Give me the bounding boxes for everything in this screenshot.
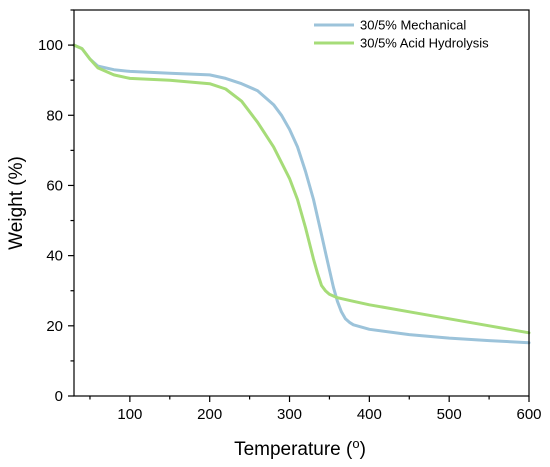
legend: 30/5% Mechanical 30/5% Acid Hydrolysis xyxy=(314,18,489,51)
axis-ticks: 100 200 300 400 500 600 0 20 40 60 80 100 xyxy=(38,9,542,423)
plot-area xyxy=(72,43,531,345)
y-tick-label: 0 xyxy=(55,388,63,405)
legend-label-0: 30/5% Mechanical xyxy=(360,18,466,33)
y-tick-label: 80 xyxy=(46,107,63,124)
x-tick-label: 300 xyxy=(277,406,302,423)
plot-frame xyxy=(73,9,530,397)
x-tick-label: 100 xyxy=(117,406,142,423)
y-tick-label: 60 xyxy=(46,177,63,194)
legend-label-1: 30/5% Acid Hydrolysis xyxy=(360,36,489,51)
x-tick-label: 200 xyxy=(197,406,222,423)
x-axis-title: Temperature (o) xyxy=(234,436,366,461)
y-axis-title: Weight (%) xyxy=(6,156,27,250)
x-tick-label: 600 xyxy=(516,406,541,423)
x-tick-label: 400 xyxy=(357,406,382,423)
series-line-1 xyxy=(72,43,531,335)
x-tick-label: 500 xyxy=(437,406,462,423)
y-tick-label: 40 xyxy=(46,248,63,265)
y-tick-label: 20 xyxy=(46,318,63,335)
y-tick-label: 100 xyxy=(38,37,63,54)
series-line-0 xyxy=(72,43,531,345)
